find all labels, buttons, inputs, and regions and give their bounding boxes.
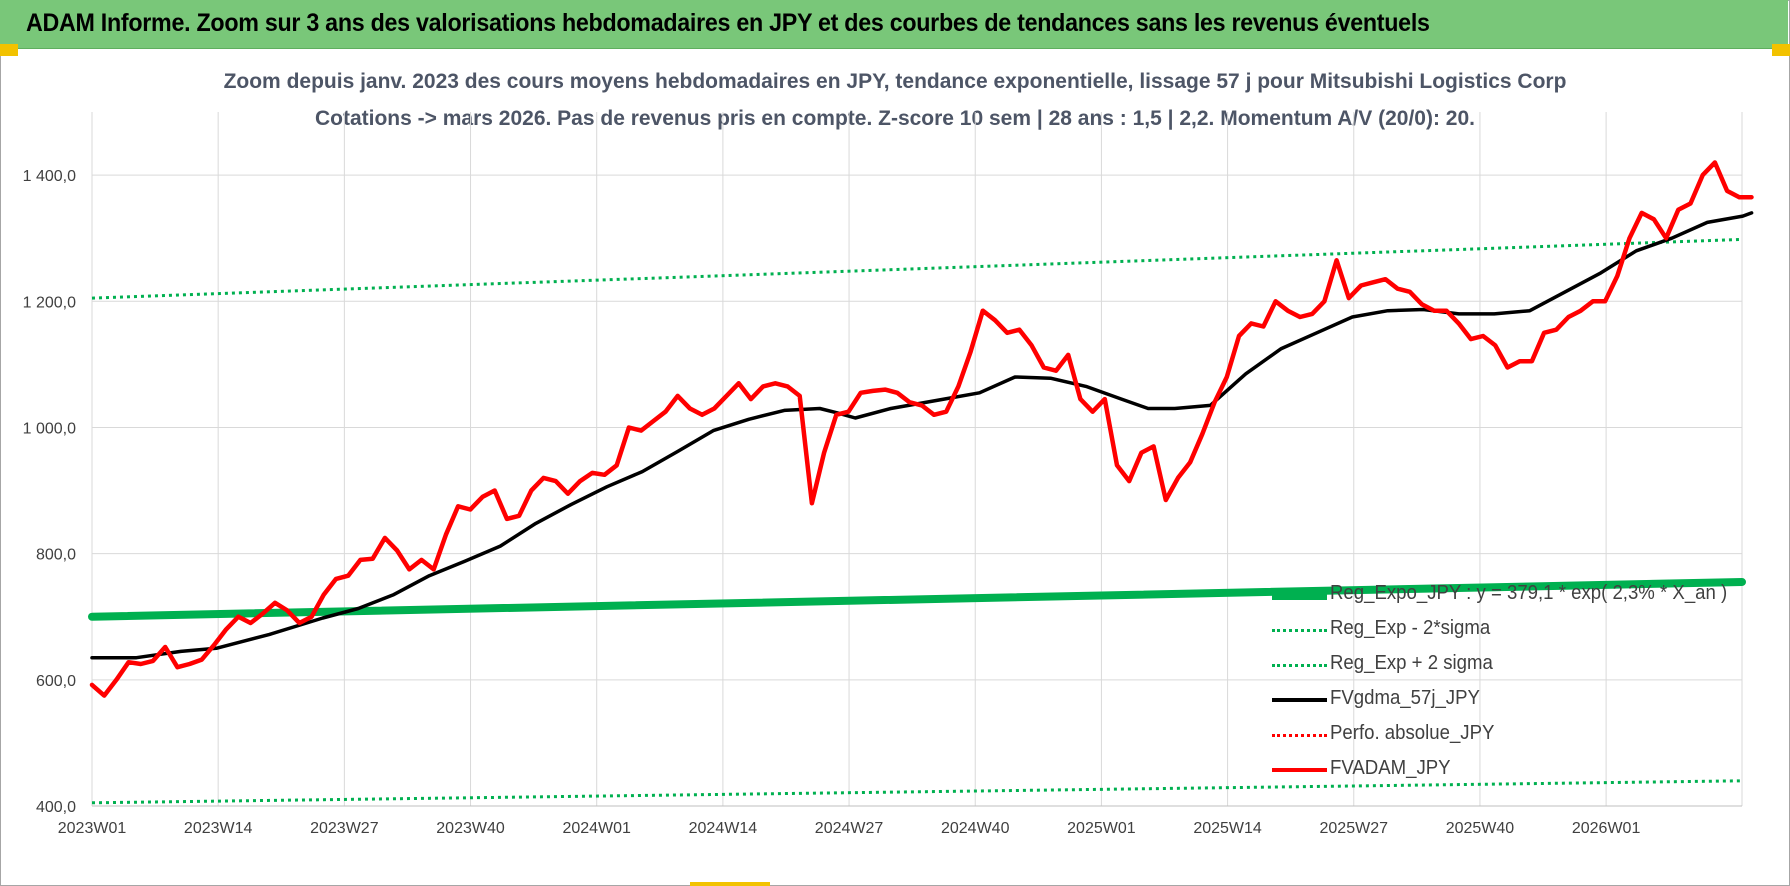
- bottom-marker: [690, 882, 770, 886]
- legend-swatch: [1272, 664, 1327, 667]
- legend-swatch: [1272, 629, 1327, 632]
- legend-swatch: [1272, 734, 1327, 737]
- x-tick-label: 2024W01: [562, 820, 631, 837]
- y-tick-label: 1 000,0: [23, 420, 76, 437]
- x-tick-label: 2025W01: [1067, 820, 1136, 837]
- y-tick-label: 600,0: [36, 673, 76, 690]
- x-tick-label: 2023W14: [184, 820, 253, 837]
- y-tick-label: 1 200,0: [23, 294, 76, 311]
- x-tick-label: 2024W27: [815, 820, 884, 837]
- legend-label: FVgdma_57j_JPY: [1330, 687, 1480, 709]
- chart-subtitle: Cotations -> mars 2026. Pas de revenus p…: [314, 107, 1475, 130]
- report-title: ADAM Informe. Zoom sur 3 ans des valoris…: [26, 9, 1430, 37]
- x-tick-label: 2025W40: [1446, 820, 1515, 837]
- corner-marker-left: [0, 44, 18, 56]
- y-tick-label: 400,0: [36, 799, 76, 816]
- x-tick-label: 2023W40: [436, 820, 505, 837]
- x-tick-label: 2026W01: [1572, 820, 1641, 837]
- reg-exp-plus-2sigma-line: [91, 237, 1743, 300]
- x-tick-label: 2023W01: [58, 820, 127, 837]
- reg-exp-minus-2sigma-line: [91, 779, 1743, 805]
- fvgdma-57j-line: [90, 211, 1754, 660]
- legend-swatch: [1272, 698, 1327, 702]
- x-tick-label: 2023W27: [310, 820, 379, 837]
- x-tick-label: 2024W40: [941, 820, 1010, 837]
- legend-swatch: [1272, 591, 1327, 600]
- x-tick-label: 2024W14: [689, 820, 758, 837]
- legend-label: Perfo. absolue_JPY: [1330, 722, 1495, 744]
- legend-label: Reg_Exp - 2*sigma: [1330, 617, 1491, 639]
- report-banner: ADAM Informe. Zoom sur 3 ans des valoris…: [0, 0, 1788, 49]
- x-tick-label: 2025W27: [1320, 820, 1389, 837]
- fvadam-line: [89, 160, 1754, 698]
- legend-swatch: [1272, 768, 1327, 772]
- reg-expo-line: [88, 578, 1746, 621]
- legend-label: Reg_Exp + 2 sigma: [1330, 652, 1493, 674]
- legend-label: FVADAM_JPY: [1330, 757, 1451, 779]
- y-tick-label: 1 400,0: [23, 168, 76, 185]
- x-tick-label: 2025W14: [1193, 820, 1262, 837]
- legend-label: Reg_Expo_JPY : y = 379,1 * exp( 2,3% * X…: [1330, 582, 1728, 604]
- y-tick-label: 800,0: [36, 547, 76, 564]
- chart-title: Zoom depuis janv. 2023 des cours moyens …: [223, 70, 1567, 93]
- corner-marker-right: [1772, 44, 1790, 56]
